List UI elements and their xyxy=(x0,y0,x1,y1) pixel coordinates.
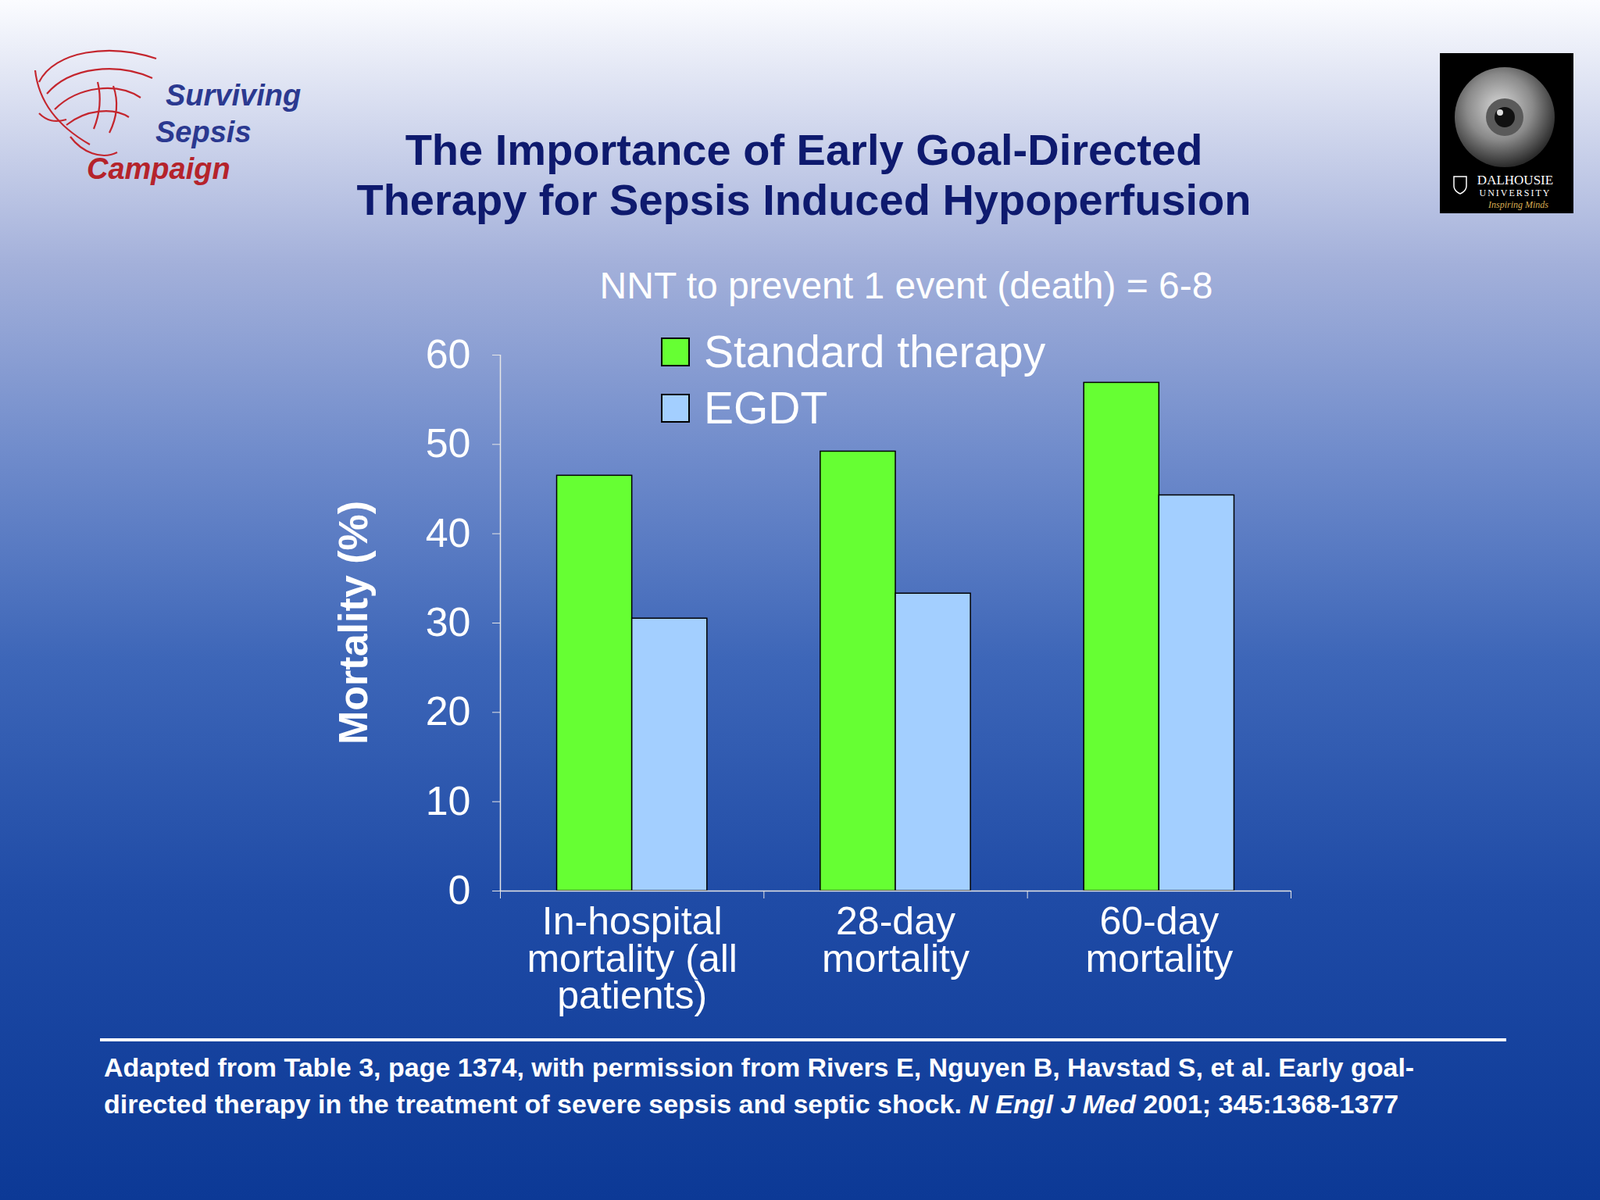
svg-text:50: 50 xyxy=(425,420,472,466)
svg-text:60-daymortality: 60-daymortality xyxy=(1085,899,1233,981)
html-text:Standard therapy: Standard therapy xyxy=(703,326,1046,377)
html-text:Mortality (%): Mortality (%) xyxy=(330,500,376,745)
svg-text:In-hospitalmortality (allpatie: In-hospitalmortality (allpatients) xyxy=(526,899,737,1018)
svg-text:10: 10 xyxy=(425,778,472,824)
html-text:NNT to prevent 1 event (death): NNT to prevent 1 event (death) = 6-8 xyxy=(599,264,1213,307)
html-text:EGDT: EGDT xyxy=(703,382,828,433)
svg-text:60: 60 xyxy=(425,331,472,377)
html-text:UNIVERSITY: UNIVERSITY xyxy=(1479,187,1552,199)
html-text:Surviving: Surviving xyxy=(165,78,301,112)
html-text:The Importance of Early Goal-D: The Importance of Early Goal-Directed Th… xyxy=(356,125,1252,225)
html-text:Adapted from Table 3, page 137: Adapted from Table 3, page 1374, with pe… xyxy=(103,1052,1415,1119)
svg-text:0: 0 xyxy=(448,867,472,913)
html-text:Campaign: Campaign xyxy=(86,152,231,186)
svg-text:30: 30 xyxy=(425,599,472,645)
svg-text:28-daymortality: 28-daymortality xyxy=(821,899,970,981)
html-text:Sepsis: Sepsis xyxy=(155,115,252,149)
svg-text:40: 40 xyxy=(425,510,472,556)
svg-text:20: 20 xyxy=(425,688,472,734)
html-text:DALHOUSIE: DALHOUSIE xyxy=(1477,172,1554,188)
html-text:Inspiring Minds: Inspiring Minds xyxy=(1488,199,1549,211)
